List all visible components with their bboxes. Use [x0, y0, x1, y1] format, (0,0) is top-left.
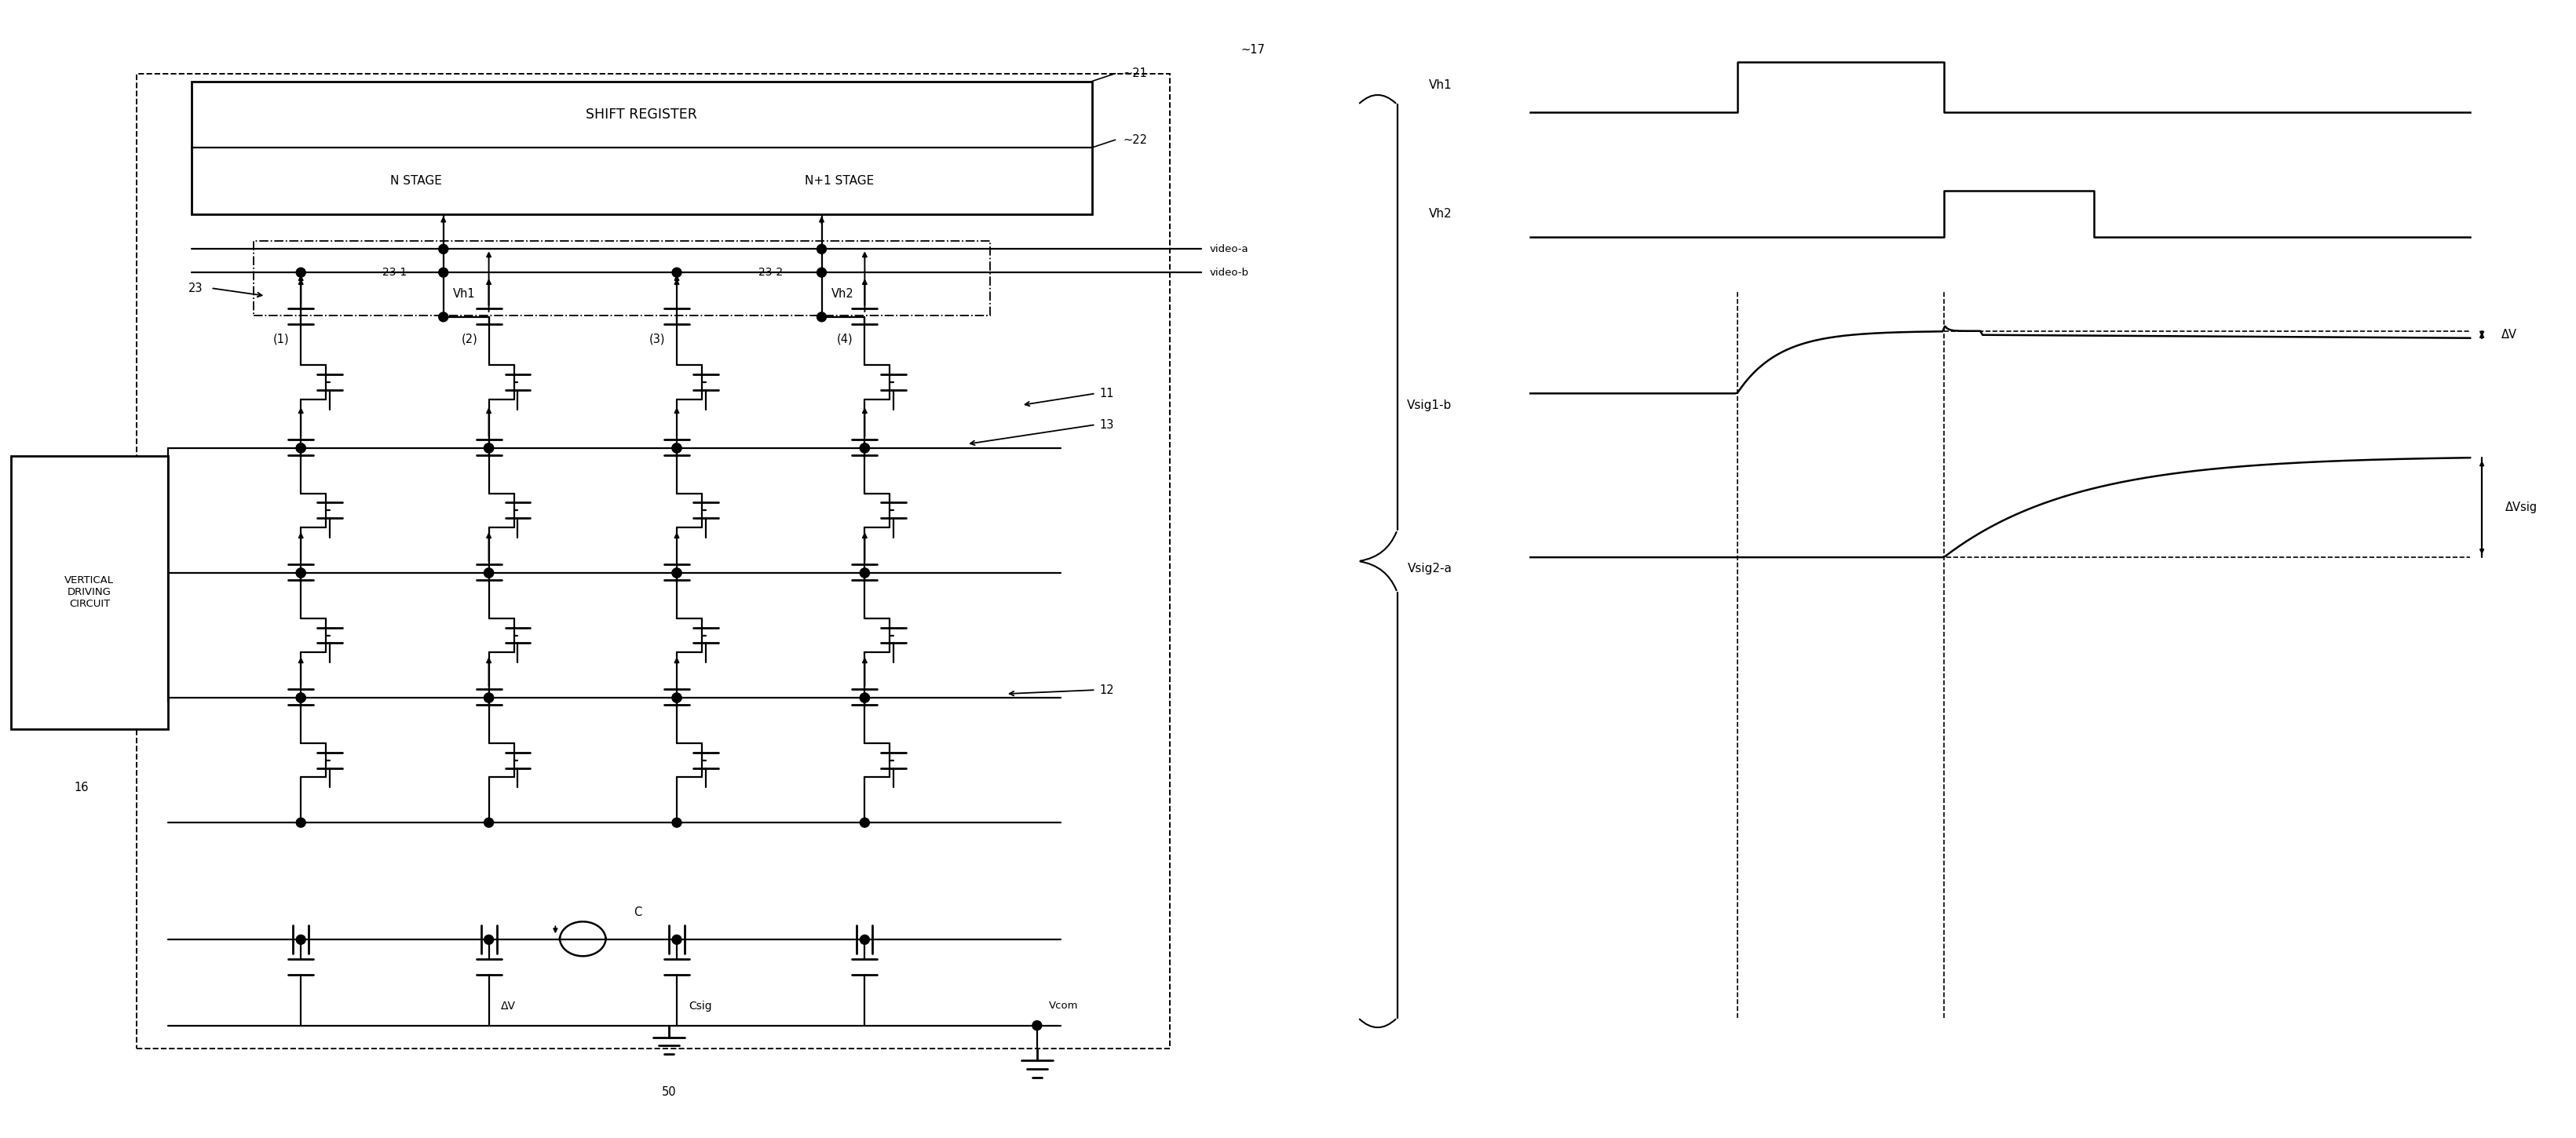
- Circle shape: [296, 693, 307, 702]
- Text: 16: 16: [75, 782, 88, 793]
- Text: Vsig1-b: Vsig1-b: [1406, 399, 1453, 411]
- Text: 13: 13: [1100, 419, 1113, 430]
- Circle shape: [296, 693, 307, 702]
- Circle shape: [672, 818, 683, 827]
- Circle shape: [860, 693, 871, 702]
- Circle shape: [484, 568, 495, 578]
- Circle shape: [860, 444, 871, 453]
- Circle shape: [296, 568, 307, 578]
- Text: ~22: ~22: [1123, 134, 1146, 146]
- Text: VERTICAL
DRIVING
CIRCUIT: VERTICAL DRIVING CIRCUIT: [64, 576, 113, 609]
- Circle shape: [484, 444, 495, 453]
- Text: (2): (2): [461, 333, 477, 345]
- Text: Vh1: Vh1: [453, 288, 474, 299]
- Circle shape: [672, 693, 683, 702]
- Text: Vh2: Vh2: [1430, 208, 1453, 220]
- Text: 11: 11: [1100, 388, 1115, 399]
- Circle shape: [817, 267, 827, 278]
- Circle shape: [1033, 1021, 1041, 1030]
- Circle shape: [296, 818, 307, 827]
- Circle shape: [296, 444, 307, 453]
- Circle shape: [296, 935, 307, 945]
- Text: SHIFT REGISTER: SHIFT REGISTER: [585, 107, 698, 122]
- Text: 50: 50: [662, 1086, 677, 1098]
- Text: ΔV: ΔV: [2501, 329, 2517, 340]
- Circle shape: [672, 444, 683, 453]
- Text: Vh2: Vh2: [832, 288, 853, 299]
- Circle shape: [860, 693, 871, 702]
- Circle shape: [484, 444, 495, 453]
- Circle shape: [860, 568, 871, 578]
- Text: 23-1: 23-1: [384, 267, 407, 278]
- Circle shape: [438, 312, 448, 322]
- Text: video-b: video-b: [1208, 267, 1249, 278]
- Circle shape: [296, 267, 307, 278]
- Text: 12: 12: [1100, 684, 1115, 695]
- Circle shape: [484, 693, 495, 702]
- Circle shape: [484, 935, 495, 945]
- Text: ΔVsig: ΔVsig: [2506, 502, 2537, 513]
- Text: Csig: Csig: [688, 1000, 711, 1012]
- Circle shape: [438, 245, 448, 254]
- Text: N+1 STAGE: N+1 STAGE: [806, 175, 873, 187]
- Circle shape: [296, 444, 307, 453]
- Circle shape: [817, 245, 827, 254]
- Text: Vcom: Vcom: [1048, 1001, 1079, 1011]
- Circle shape: [672, 693, 683, 702]
- Text: ~17: ~17: [1242, 44, 1265, 56]
- Text: ΔV: ΔV: [500, 1000, 515, 1012]
- Text: N STAGE: N STAGE: [392, 175, 443, 187]
- Circle shape: [296, 568, 307, 578]
- Circle shape: [860, 568, 871, 578]
- Circle shape: [672, 568, 683, 578]
- Circle shape: [438, 267, 448, 278]
- Text: C: C: [634, 907, 641, 918]
- Bar: [255, 241, 989, 315]
- Circle shape: [860, 935, 871, 945]
- Circle shape: [860, 444, 871, 453]
- Circle shape: [672, 267, 683, 278]
- Text: (4): (4): [837, 333, 853, 345]
- Circle shape: [817, 312, 827, 322]
- Circle shape: [484, 693, 495, 702]
- Text: Vsig2-a: Vsig2-a: [1406, 563, 1453, 575]
- Text: ~21: ~21: [1123, 67, 1146, 80]
- Bar: [191, 81, 1092, 214]
- Circle shape: [860, 818, 871, 827]
- Bar: [137, 74, 1170, 1049]
- Circle shape: [672, 935, 683, 945]
- Text: (3): (3): [649, 333, 665, 345]
- Text: Vh1: Vh1: [1430, 80, 1453, 91]
- Text: 23: 23: [188, 282, 204, 294]
- Text: 23-2: 23-2: [757, 267, 783, 278]
- Circle shape: [672, 444, 683, 453]
- Circle shape: [484, 568, 495, 578]
- Circle shape: [672, 568, 683, 578]
- Text: (1): (1): [273, 333, 289, 345]
- Bar: [10, 456, 167, 729]
- Text: video-a: video-a: [1208, 244, 1249, 254]
- Circle shape: [484, 818, 495, 827]
